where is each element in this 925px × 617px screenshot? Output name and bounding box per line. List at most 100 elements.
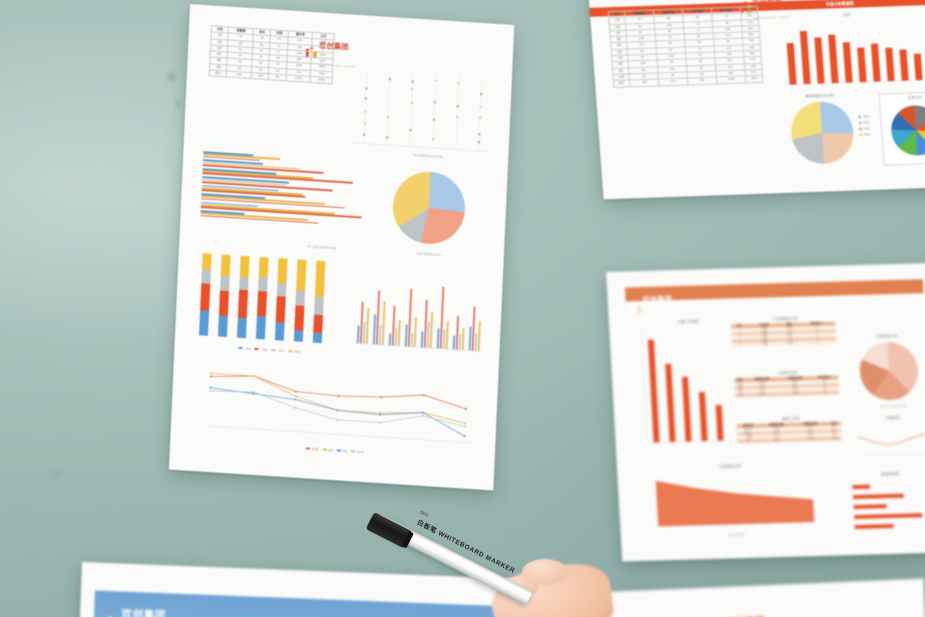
wall-blemish	[176, 100, 181, 107]
stack-segment	[200, 283, 210, 311]
region-table: 区域 本期销售金额 上期销售金额 同比增长率 华东 12000 10800 11% 华南 9400…	[734, 376, 839, 398]
pie-chart-caption: 华东 华南 华北 西南 其他	[854, 403, 925, 409]
hbar-chart	[838, 477, 925, 536]
mid-right-dashboard-poster[interactable]: 欢创集团 HUANCHUANG GROUP 数据可视化分析表 主要产品销量 产品…	[606, 263, 925, 562]
stack-segment	[313, 315, 323, 334]
stacked-bar	[275, 258, 288, 340]
pie-chart-caption: 各部门销售额占比分析	[377, 249, 481, 260]
table-cell: 合计	[613, 80, 630, 87]
table-cell: 100%	[311, 77, 333, 85]
stack-segment	[295, 291, 305, 306]
hand-holding-pen: deli 白板笔 WHITEBOARD MARKER	[372, 485, 562, 617]
brand-name: 欢创集团	[752, 0, 782, 3]
table-cell: 94	[269, 74, 287, 81]
stack-segment	[199, 311, 209, 336]
pie-chart	[789, 101, 856, 165]
table-cell: 222	[227, 71, 252, 79]
brand-name: 欢创集团	[121, 610, 166, 617]
legend-item: 一季度	[238, 346, 251, 351]
stack-segment	[294, 305, 304, 330]
bar-chart	[633, 324, 740, 453]
stack-segment	[314, 297, 324, 316]
stacked-bar	[313, 261, 326, 343]
pie-chart-legend: 1季度 2季度 3季度 4季度	[858, 114, 870, 138]
top-right-report-poster[interactable]: 欢创集团 HUANCHUANG GROUP 年度分析数据表 月份销售数量销售金额…	[586, 0, 925, 199]
legend-item: 四季度	[288, 349, 301, 354]
brand-name: 欢创集团	[642, 296, 672, 304]
main-analysis-poster[interactable]: 欢创集团 HUANCHUANG GROUP 月份 销售额 成本 利润 增长率 占比 1月 32…	[169, 4, 515, 490]
stack-segment	[257, 291, 267, 316]
table-cell: 27100	[794, 437, 828, 442]
brand-logo: 欢创集团 HUANCHUANG GROUP	[101, 597, 178, 617]
stack-segment	[294, 330, 304, 342]
stack-segment	[277, 258, 287, 283]
legend-item: 2季度	[858, 120, 869, 124]
legend-item: 二季度	[255, 347, 268, 352]
report-table: 月份 销售数量 销售金额 占比金额 累计金额 合计 1月 87 98 66 54 305 2月 90 104…	[608, 6, 764, 88]
table-cell: 1075	[716, 76, 745, 83]
bar-chart	[775, 18, 925, 93]
pie-chart	[858, 341, 919, 401]
table-cell: 9.3%	[286, 75, 311, 83]
hbar-chart-caption: 各产品线月度销售额分析图	[257, 241, 387, 253]
legend-item: 销售额	[306, 446, 319, 451]
stacked-bar	[199, 253, 212, 335]
table-cell: 5	[732, 343, 748, 347]
line-chart	[853, 421, 925, 459]
column-chart	[350, 277, 485, 361]
table-cell: 946	[630, 79, 659, 86]
table-cell: 29700	[760, 438, 794, 443]
legend-item: 增长率	[351, 449, 364, 454]
stack-segment	[256, 316, 266, 340]
pen-cap	[366, 512, 412, 548]
stack-segment	[239, 277, 249, 291]
stacked-bar	[294, 259, 307, 341]
table-cell: 合计	[209, 70, 227, 77]
legend-swatch	[271, 349, 275, 352]
product-table: 序号 产品名称 销量 增长率(%) 1 产品A 9200 12 2 产品B 7000 8 3 产品C 580…	[731, 322, 836, 348]
area-chart	[645, 468, 828, 535]
stack-segment	[237, 318, 247, 338]
legend-swatch	[859, 133, 862, 136]
h-monogram-icon	[630, 302, 642, 313]
stacked-bar	[218, 255, 231, 337]
stacked-chart-legend: 一季度 二季度 三季度 四季度	[194, 343, 344, 357]
stack-segment	[221, 255, 231, 277]
legend-swatch	[255, 348, 259, 351]
legend-swatch	[337, 449, 341, 452]
pie-chart-title: 区域销售占比	[854, 333, 920, 340]
legend-swatch	[306, 447, 310, 450]
stack-segment	[315, 261, 326, 298]
table-cell: 26900	[779, 391, 812, 396]
legend-item: 成本	[323, 447, 333, 452]
table-cell: 3654	[745, 76, 763, 83]
table-cell: 8%	[812, 391, 840, 396]
brand-logo: 欢创集团 HUANCHUANG GROUP	[709, 607, 776, 617]
table-cell: 802	[688, 77, 717, 84]
pie-chart	[391, 170, 466, 247]
line-chart	[190, 357, 483, 454]
brand-subtitle: HUANCHUANG GROUP	[754, 16, 791, 20]
stacked-bar	[256, 257, 269, 339]
legend-swatch	[238, 347, 242, 350]
legend-swatch	[351, 450, 355, 453]
stack-segment	[275, 322, 285, 341]
stack-segment	[296, 259, 306, 291]
stack-segment	[277, 283, 287, 297]
stack-segment	[258, 277, 268, 292]
stack-segment	[238, 290, 248, 318]
table-cell: 931	[659, 78, 688, 85]
stack-segment	[219, 291, 229, 316]
wall-blemish	[168, 72, 175, 82]
photo-scene: 欢创集团 HUANCHUANG GROUP 月份 销售额 成本 利润 增长率 占比 1月 32…	[0, 0, 925, 617]
stack-segment	[220, 276, 230, 291]
hbar-chart	[200, 151, 383, 230]
stack-segment	[259, 257, 269, 277]
bottom-right-poster[interactable]: 欢创集团 HUANCHUANG GROUP	[602, 579, 925, 617]
table-cell: 合计	[738, 439, 761, 443]
stack-segment	[218, 315, 228, 337]
table-cell: 3200	[781, 342, 799, 346]
legend-item: 3季度	[859, 126, 870, 130]
stacked-bar-chart	[199, 249, 326, 343]
legend-swatch	[288, 350, 292, 353]
